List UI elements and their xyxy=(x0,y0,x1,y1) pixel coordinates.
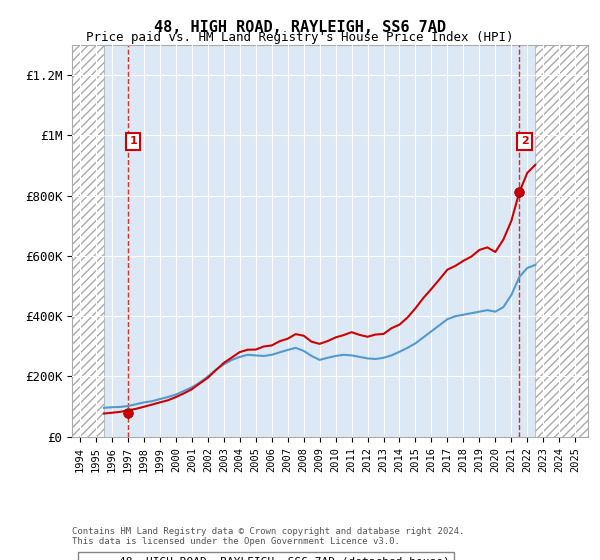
Text: 2: 2 xyxy=(521,136,529,146)
Bar xyxy=(535,45,588,437)
Text: Price paid vs. HM Land Registry's House Price Index (HPI): Price paid vs. HM Land Registry's House … xyxy=(86,31,514,44)
Bar xyxy=(72,45,104,437)
Bar xyxy=(72,45,104,437)
Bar xyxy=(535,45,588,437)
Text: Contains HM Land Registry data © Crown copyright and database right 2024.
This d: Contains HM Land Registry data © Crown c… xyxy=(72,526,464,546)
Legend: 48, HIGH ROAD, RAYLEIGH, SS6 7AD (detached house), HPI: Average price, detached : 48, HIGH ROAD, RAYLEIGH, SS6 7AD (detach… xyxy=(77,552,454,560)
Text: 1: 1 xyxy=(129,136,137,146)
Text: 48, HIGH ROAD, RAYLEIGH, SS6 7AD: 48, HIGH ROAD, RAYLEIGH, SS6 7AD xyxy=(154,20,446,35)
